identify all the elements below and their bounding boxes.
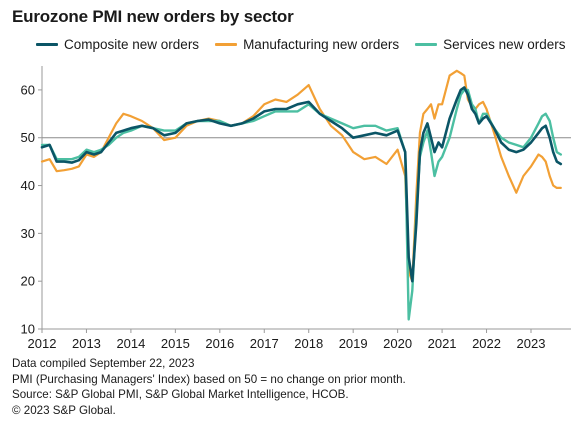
legend-swatch-manufacturing xyxy=(215,43,238,46)
legend-item-manufacturing: Manufacturing new orders xyxy=(215,37,399,52)
legend-label-manufacturing: Manufacturing new orders xyxy=(243,37,400,52)
x-tick-label: 2019 xyxy=(339,336,368,351)
y-tick-label: 40 xyxy=(21,178,35,193)
y-tick-label: 10 xyxy=(21,322,35,337)
legend-item-services: Services new orders xyxy=(415,37,565,52)
series-composite-line xyxy=(40,86,563,283)
y-tick-label: 30 xyxy=(21,226,35,241)
x-tick-label: 2015 xyxy=(161,336,190,351)
legend-swatch-services xyxy=(415,43,438,46)
series-manufacturing-line xyxy=(40,69,562,283)
chart-legend: Composite new orders Manufacturing new o… xyxy=(36,37,580,52)
x-tick-label: 2014 xyxy=(116,336,145,351)
legend-item-composite: Composite new orders xyxy=(36,37,199,52)
note-source: Source: S&P Global PMI, S&P Global Marke… xyxy=(12,388,349,401)
y-tick-label: 50 xyxy=(21,130,35,145)
x-tick-label: 2023 xyxy=(517,336,546,351)
legend-swatch-composite xyxy=(36,43,58,46)
y-tick-label: 60 xyxy=(21,82,35,97)
legend-label-services: Services new orders xyxy=(443,37,566,52)
legend-label-composite: Composite new orders xyxy=(64,37,200,52)
x-tick-label: 2012 xyxy=(28,336,57,351)
y-tick-label: 20 xyxy=(21,274,35,289)
x-tick-label: 2013 xyxy=(72,336,101,351)
chart-notes: Data compiled September 22, 2023 PMI (Pu… xyxy=(12,356,406,418)
series-services-line xyxy=(40,88,562,321)
x-tick-label: 2017 xyxy=(250,336,279,351)
x-tick-label: 2022 xyxy=(472,336,501,351)
x-tick-label: 2018 xyxy=(294,336,323,351)
note-pmi-definition: PMI (Purchasing Managers' Index) based o… xyxy=(12,372,406,386)
x-tick-label: 2021 xyxy=(428,336,457,351)
x-tick-label: 2020 xyxy=(383,336,412,351)
x-tick-label: 2016 xyxy=(205,336,234,351)
note-data-compiled: Data compiled September 22, 2023 xyxy=(12,357,195,370)
note-copyright: © 2023 S&P Global. xyxy=(12,403,116,417)
chart-title: Eurozone PMI new orders by sector xyxy=(12,7,294,26)
